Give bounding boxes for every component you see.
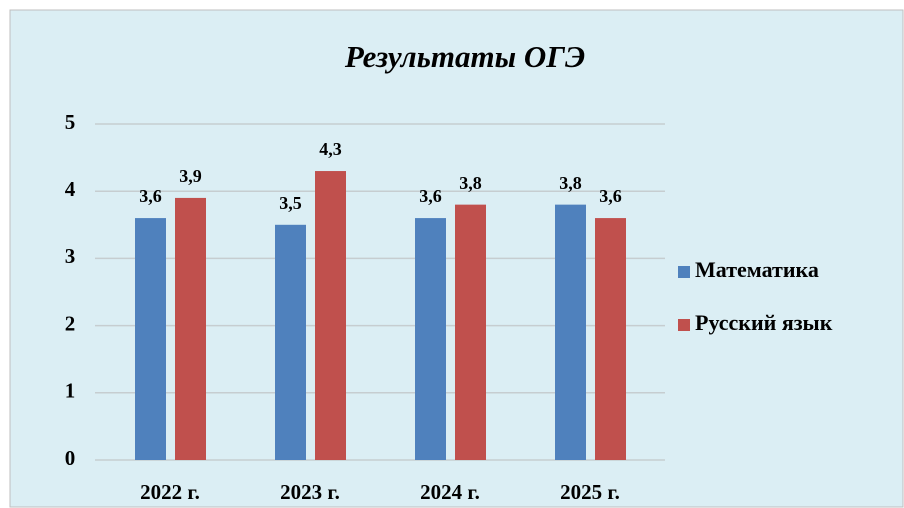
bar	[455, 204, 486, 460]
data-label: 3,8	[459, 173, 482, 193]
y-tick-label: 3	[65, 244, 76, 268]
y-tick-label: 5	[65, 110, 76, 134]
bar	[275, 224, 306, 460]
bar	[555, 204, 586, 460]
y-tick-label: 4	[65, 177, 76, 201]
x-tick-label: 2022 г.	[140, 480, 200, 504]
bar	[415, 218, 446, 460]
x-tick-label: 2025 г.	[560, 480, 620, 504]
bar	[175, 197, 206, 461]
data-label: 3,9	[179, 166, 202, 186]
y-tick-label: 2	[65, 311, 76, 335]
legend-label: Русский язык	[695, 310, 833, 335]
data-label: 3,5	[279, 193, 302, 213]
bar	[595, 218, 626, 460]
data-label: 3,6	[599, 186, 622, 206]
data-label: 3,6	[419, 186, 442, 206]
x-tick-label: 2023 г.	[280, 480, 340, 504]
data-label: 4,3	[319, 139, 342, 159]
legend-label: Математика	[695, 257, 819, 282]
legend-swatch	[678, 319, 690, 331]
y-tick-label: 0	[65, 446, 76, 470]
bar	[135, 218, 166, 460]
bar	[315, 171, 346, 461]
data-label: 3,6	[139, 186, 162, 206]
chart-title: Результаты ОГЭ	[344, 39, 585, 74]
legend-swatch	[678, 266, 690, 278]
data-label: 3,8	[559, 173, 582, 193]
y-tick-label: 1	[65, 379, 76, 403]
x-tick-label: 2024 г.	[420, 480, 480, 504]
